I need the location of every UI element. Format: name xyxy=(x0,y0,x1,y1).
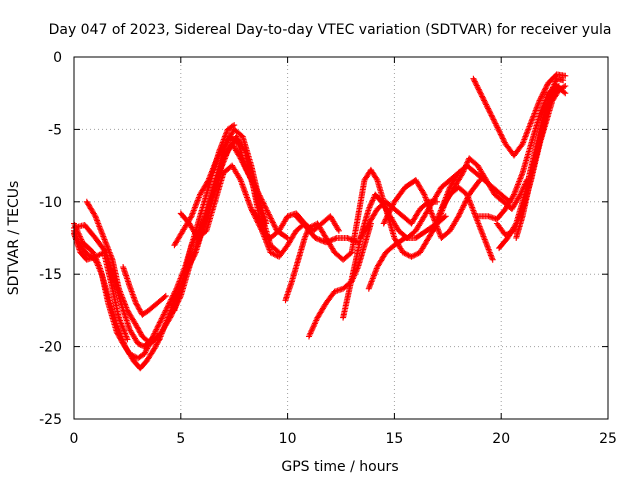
x-tick-label: 5 xyxy=(176,431,185,447)
y-tick-label: 0 xyxy=(53,50,62,66)
y-tick-label: -20 xyxy=(39,340,62,356)
data-point-markers xyxy=(282,220,355,304)
chart-title: Day 047 of 2023, Sidereal Day-to-day VTE… xyxy=(49,22,612,38)
series-track-14 xyxy=(282,220,355,304)
y-tick-label: -15 xyxy=(39,267,62,283)
y-axis-label: SDTVAR / TECUs xyxy=(6,181,22,296)
x-tick-label: 25 xyxy=(599,431,617,447)
series-track-6 xyxy=(120,264,169,318)
data-points xyxy=(71,71,569,372)
data-point-markers xyxy=(438,184,496,263)
x-tick-label: 15 xyxy=(385,431,403,447)
data-point-markers xyxy=(171,126,270,249)
series-track-18 xyxy=(348,166,441,260)
series-track-25 xyxy=(470,71,569,159)
x-tick-label: 10 xyxy=(279,431,297,447)
y-tick-label: -5 xyxy=(48,122,62,138)
data-point-markers xyxy=(120,264,169,318)
series-track-30 xyxy=(530,83,569,169)
data-point-markers xyxy=(530,83,569,169)
x-tick-label: 0 xyxy=(70,431,79,447)
x-tick-label: 20 xyxy=(492,431,510,447)
plot-frame xyxy=(73,56,609,420)
y-tick-label: -10 xyxy=(39,195,62,211)
data-point-markers xyxy=(470,71,569,159)
series-track-5 xyxy=(83,198,174,347)
data-point-markers xyxy=(83,198,174,347)
axis-ticks: 0 5 10 15 20 25 0 -5 -10 -15 -20 -25 xyxy=(39,50,617,447)
data-point-markers xyxy=(348,166,441,260)
x-axis-label: GPS time / hours xyxy=(281,459,398,475)
series-track-11 xyxy=(171,126,270,249)
series-track-24 xyxy=(438,184,496,263)
y-tick-label: -25 xyxy=(39,412,62,428)
